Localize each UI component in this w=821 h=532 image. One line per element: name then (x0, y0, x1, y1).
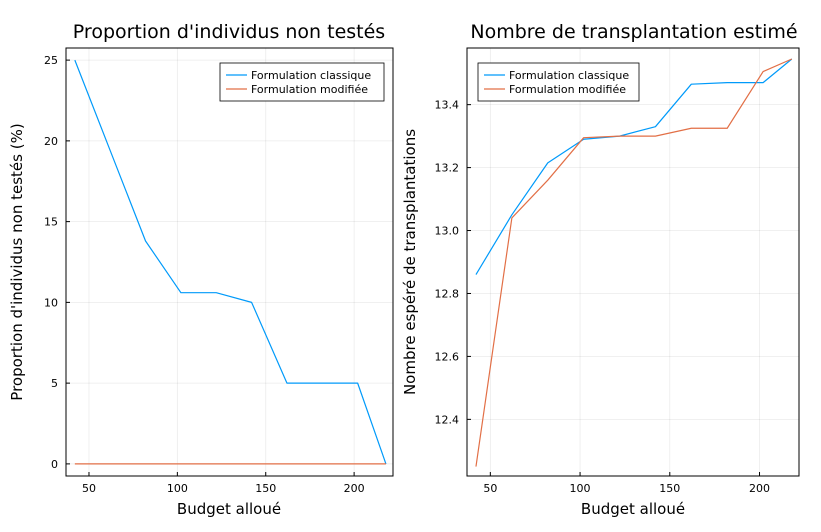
x-axis-label: Budget alloué (177, 500, 281, 518)
x-tick-label: 150 (255, 482, 276, 495)
x-tick-label: 150 (659, 482, 680, 495)
y-tick-label: 0 (51, 458, 58, 471)
y-axis-label: Nombre espéré de transplantations (401, 129, 419, 395)
x-tick-label: 200 (749, 482, 770, 495)
legend-entry: Formulation modifiée (509, 83, 626, 96)
legend-box (477, 62, 640, 102)
series-line (475, 58, 793, 275)
chart-title: Nombre de transplantation estimé (470, 21, 797, 43)
x-tick-label: 100 (167, 482, 188, 495)
y-tick-label: 25 (44, 54, 58, 67)
x-tick-label: 50 (82, 482, 96, 495)
y-tick-label: 12.8 (435, 287, 460, 300)
y-tick-label: 13.0 (435, 225, 460, 238)
x-axis-label: Budget alloué (581, 500, 685, 518)
x-tick-label: 50 (483, 482, 497, 495)
chart-panel-transplantations: Nombre de transplantation estimé 50 100 15… (401, 21, 800, 518)
y-tick-label: 15 (44, 216, 58, 229)
plot-frame (65, 47, 394, 477)
y-axis-label: Proportion d'individus non testés (%) (8, 123, 26, 400)
legend-entry: Formulation modifiée (251, 83, 368, 96)
y-tick-label: 10 (44, 296, 58, 309)
x-tick-label: 200 (344, 482, 365, 495)
y-tick-label: 5 (51, 377, 58, 390)
y-tick-label: 12.6 (435, 350, 460, 363)
plot-frame (466, 47, 800, 477)
y-tick-label: 13.4 (435, 99, 460, 112)
y-tick-label: 20 (44, 135, 58, 148)
series-line (475, 58, 793, 467)
y-tick-label: 13.2 (435, 162, 460, 175)
series-line (74, 59, 387, 465)
legend-entry: Formulation classique (509, 69, 629, 82)
legend-box (219, 62, 385, 102)
chart-title: Proportion d'individus non testés (73, 21, 385, 43)
x-tick-label: 100 (570, 482, 591, 495)
y-tick-label: 12.4 (435, 413, 460, 426)
legend-entry: Formulation classique (251, 69, 371, 82)
chart-panel-proportion: Proportion d'individus non testés 50 100 1… (8, 21, 394, 518)
